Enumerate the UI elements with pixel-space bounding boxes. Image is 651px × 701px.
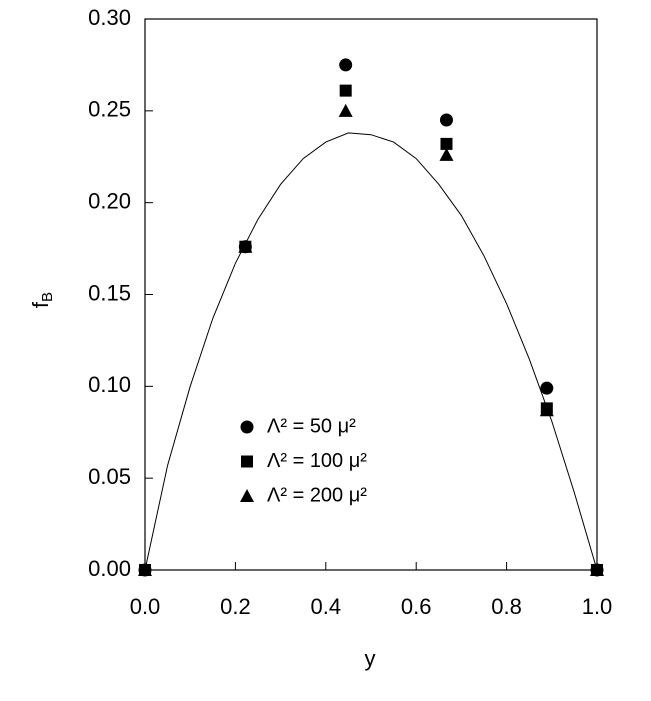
point bbox=[138, 563, 152, 576]
y-tick-label: 0.10 bbox=[88, 372, 131, 397]
x-axis-label: y bbox=[365, 646, 376, 671]
fit-curve bbox=[144, 132, 598, 571]
legend-marker bbox=[241, 455, 253, 468]
point bbox=[238, 239, 253, 253]
legend-marker bbox=[240, 489, 254, 502]
point bbox=[590, 563, 604, 576]
y-tick-label: 0.05 bbox=[88, 464, 131, 489]
point bbox=[338, 103, 353, 117]
y-tick-label: 0.30 bbox=[88, 5, 131, 30]
point bbox=[439, 147, 454, 161]
y-axis-label: fB bbox=[28, 292, 56, 308]
point bbox=[339, 58, 353, 72]
y-tick-label: 0.20 bbox=[88, 188, 131, 213]
point bbox=[540, 381, 554, 395]
x-tick-label: 0.8 bbox=[491, 594, 522, 619]
point bbox=[339, 84, 352, 97]
y-tick-label: 0.15 bbox=[88, 280, 131, 305]
y-tick-label: 0.25 bbox=[88, 97, 131, 122]
x-tick-label: 0.2 bbox=[220, 594, 251, 619]
y-label-main: f bbox=[28, 301, 53, 308]
y-label-sub: B bbox=[39, 292, 56, 302]
point bbox=[439, 113, 453, 127]
x-tick-label: 1.0 bbox=[582, 594, 613, 619]
x-tick-label: 0.6 bbox=[401, 594, 432, 619]
legend-label: Λ² = 50 μ² bbox=[267, 415, 356, 437]
legend-label: Λ² = 200 μ² bbox=[267, 484, 367, 506]
point bbox=[539, 403, 554, 417]
legend-marker bbox=[240, 420, 254, 434]
point bbox=[440, 137, 453, 150]
x-tick-label: 0.0 bbox=[130, 594, 161, 619]
y-tick-label: 0.00 bbox=[88, 556, 131, 581]
x-tick-label: 0.4 bbox=[311, 594, 342, 619]
plot-frame bbox=[144, 18, 598, 571]
legend-label: Λ² = 100 μ² bbox=[267, 450, 367, 472]
